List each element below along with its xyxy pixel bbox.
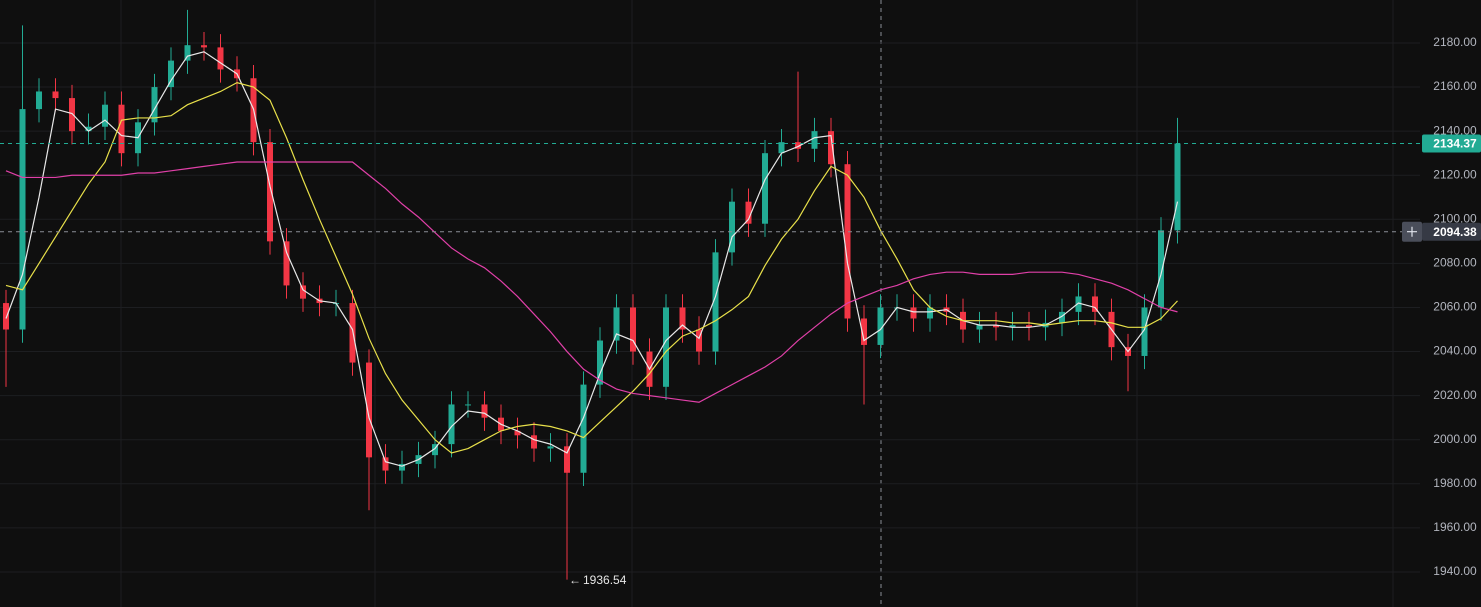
candle-body	[910, 307, 917, 319]
candle-body	[1141, 307, 1148, 356]
candle-body	[349, 303, 356, 363]
candle-body	[300, 285, 306, 299]
candle-body	[1174, 143, 1181, 231]
last-price-label: 2134.37	[1433, 137, 1477, 151]
y-tick-label: 1940.00	[1433, 564, 1477, 578]
candle-body	[3, 303, 9, 330]
candle-body	[828, 131, 834, 165]
crosshair-price-label: 2094.38	[1433, 225, 1477, 239]
candle-body	[795, 142, 801, 149]
candle-body	[580, 384, 587, 473]
candle-body	[844, 164, 851, 319]
last-price-tag	[1422, 134, 1481, 153]
candle-body	[1009, 325, 1016, 328]
y-tick-label: 2160.00	[1433, 79, 1477, 93]
candle-body	[201, 45, 207, 48]
candle-body	[531, 435, 537, 449]
candle-body	[1059, 311, 1065, 323]
candle-body	[547, 446, 554, 449]
candle-body	[877, 307, 884, 345]
candle-body	[481, 404, 488, 418]
y-tick-label: 2040.00	[1433, 344, 1477, 358]
candle-body	[448, 404, 455, 445]
candle-body	[597, 340, 603, 385]
candle-body	[267, 142, 273, 242]
low-label: 1936.54	[583, 573, 627, 587]
candle-body	[976, 325, 983, 330]
candle-body	[564, 446, 570, 473]
candle-body	[217, 47, 224, 70]
candle-body	[514, 430, 521, 436]
low-annotation: ← 1936.54	[569, 573, 627, 587]
candle-body	[696, 329, 702, 352]
candle-body	[679, 307, 686, 330]
y-tick-label: 1980.00	[1433, 476, 1477, 490]
y-tick-label: 2000.00	[1433, 432, 1477, 446]
crosshair-plus	[1407, 226, 1417, 237]
moving-average-line	[5, 82, 1178, 454]
candle-body	[927, 307, 933, 319]
y-tick-label: 2140.00	[1433, 123, 1477, 137]
crosshair-price-tag	[1422, 222, 1481, 241]
candle-body	[382, 457, 389, 471]
candle-body	[366, 362, 372, 458]
candle-body	[778, 142, 785, 154]
candle-body	[729, 201, 735, 253]
candle-body	[762, 153, 768, 224]
moving-average-line	[5, 51, 1179, 467]
candle-body	[613, 307, 620, 341]
candle-body	[118, 104, 125, 154]
y-tick-label: 2180.00	[1433, 35, 1477, 49]
candle-body	[283, 241, 290, 286]
y-tick-label: 2060.00	[1433, 300, 1477, 314]
candle-body	[465, 404, 471, 406]
candle-body	[712, 252, 719, 352]
candle-body	[1158, 230, 1164, 308]
candle-body	[19, 109, 26, 330]
candle-body	[151, 87, 158, 123]
candle-body	[69, 98, 75, 132]
candle-body	[52, 91, 59, 99]
candle-body	[102, 104, 108, 127]
candle-body	[630, 307, 636, 352]
candle-body	[85, 126, 92, 132]
candle-body	[432, 444, 438, 456]
candle-body	[168, 60, 174, 88]
candle-body	[993, 325, 999, 328]
y-tick-label: 2100.00	[1433, 211, 1477, 225]
candle-body	[36, 91, 42, 110]
y-tick-label: 1960.00	[1433, 520, 1477, 534]
candle-body	[184, 45, 191, 61]
candle-body	[663, 307, 669, 387]
candle-body	[1026, 325, 1032, 328]
low-arrow: ←	[569, 573, 581, 587]
candle-body	[399, 463, 405, 471]
candle-body	[1075, 296, 1082, 312]
candle-body	[811, 131, 818, 149]
candle-body	[861, 318, 867, 345]
moving-average-line	[5, 161, 1178, 403]
y-tick-label: 2020.00	[1433, 388, 1477, 402]
y-tick-label: 2080.00	[1433, 256, 1477, 270]
candle-body	[745, 201, 752, 224]
y-tick-label: 2120.00	[1433, 167, 1477, 181]
candle-body	[1092, 296, 1098, 312]
